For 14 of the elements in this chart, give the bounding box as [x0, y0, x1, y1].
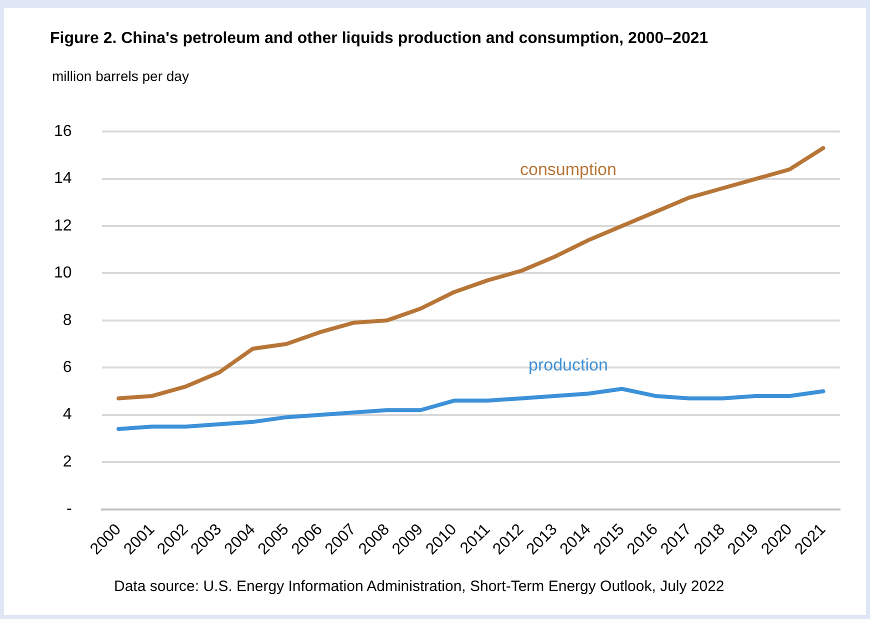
- y-tick-label: 2: [62, 453, 72, 470]
- source-note: Data source: U.S. Energy Information Administration, Short-Term Energy Outlook, July 2022: [114, 578, 724, 595]
- chart-title: Figure 2. China's petroleum and other liquids production and consumption, 2000–2021: [50, 30, 708, 48]
- y-tick-label: 12: [54, 217, 72, 234]
- series-label: production: [528, 355, 608, 374]
- y-tick-label: 14: [54, 170, 72, 188]
- y-tick-label: -: [66, 500, 72, 518]
- text: consumption: [520, 160, 616, 179]
- y-tick-label: 6: [62, 359, 72, 376]
- y-tick-label: 4: [62, 406, 72, 424]
- y-tick-label: 8: [62, 312, 72, 329]
- y-tick-label: 16: [54, 123, 72, 140]
- y-axis-title: million barrels per day: [52, 68, 189, 84]
- y-tick-label: 10: [54, 264, 72, 282]
